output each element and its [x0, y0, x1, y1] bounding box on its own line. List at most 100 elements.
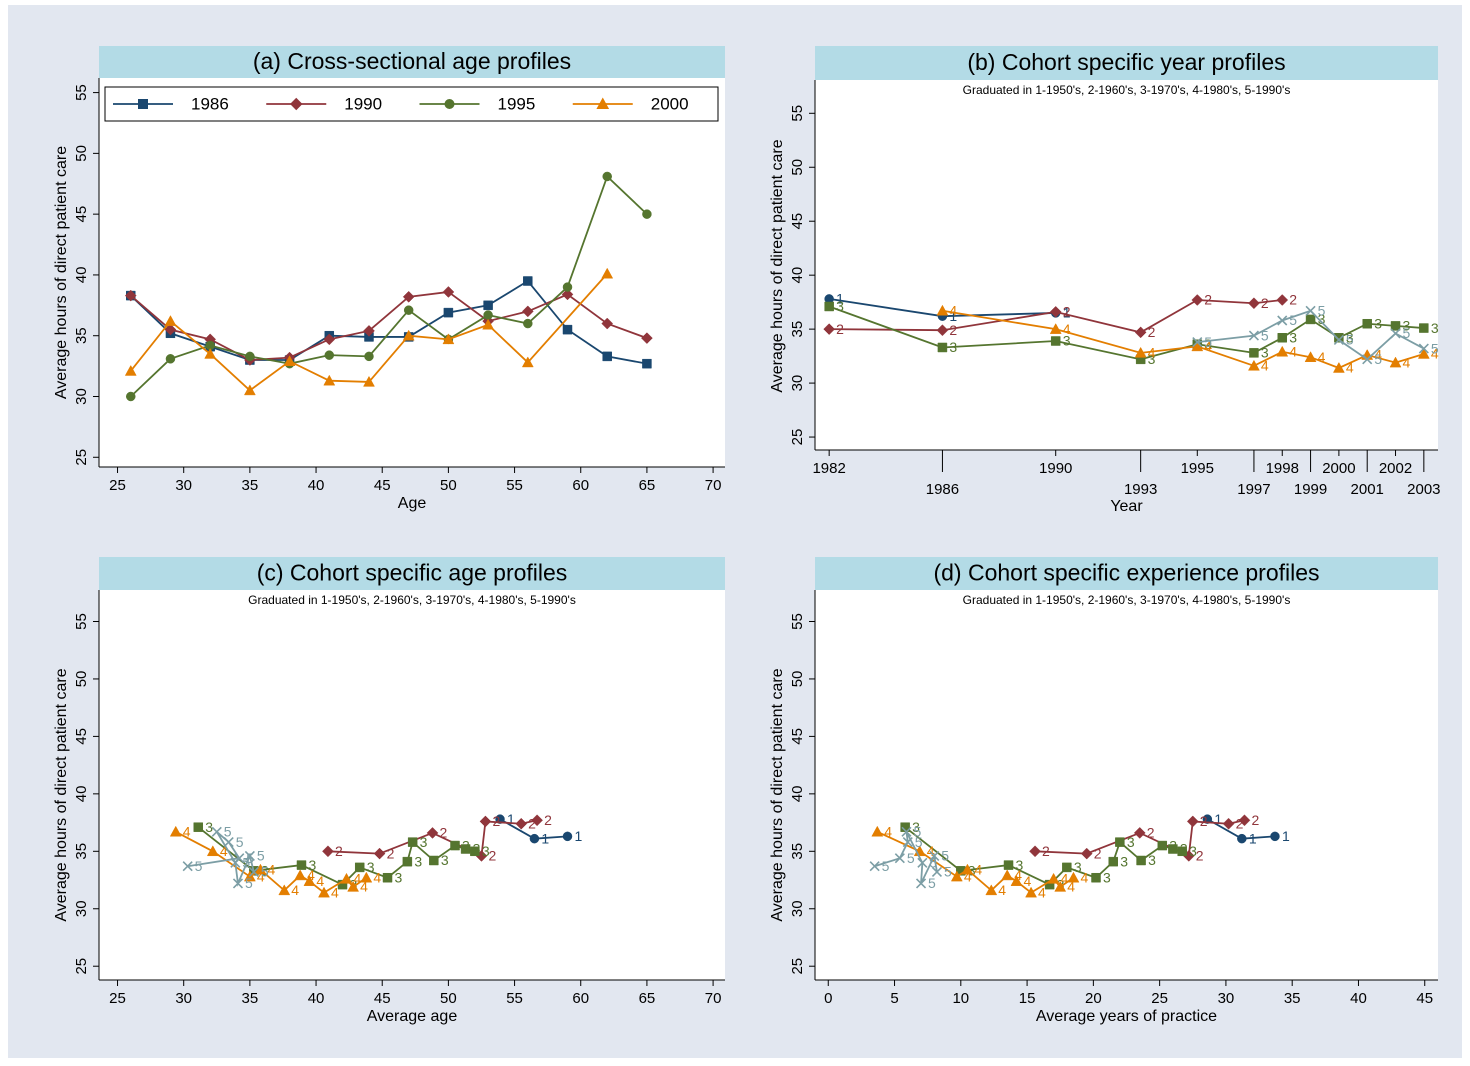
marker	[318, 886, 330, 898]
marker	[244, 850, 255, 861]
point-label: 4	[1318, 349, 1326, 365]
point-label: 4	[291, 882, 299, 898]
marker	[1133, 827, 1146, 839]
marker	[902, 837, 913, 848]
x-tick-label: 25	[109, 477, 126, 494]
x-tick-label: 30	[1218, 990, 1235, 1007]
panel-subtitle: Graduated in 1-1950's, 2-1960's, 3-1970'…	[963, 83, 1291, 97]
marker	[1332, 361, 1345, 373]
point-label: 5	[929, 854, 937, 870]
point-label: 3	[1346, 329, 1354, 345]
y-tick-label: 40	[789, 786, 806, 803]
x-tick-label: 55	[506, 477, 523, 494]
point-label: 3	[1148, 852, 1156, 868]
point-label: 3	[1148, 351, 1156, 367]
x-axis-title: Average age	[367, 1008, 458, 1025]
marker	[1389, 356, 1402, 368]
point-label: 4	[1403, 354, 1411, 370]
y-tick-label: 25	[789, 429, 806, 446]
marker	[1222, 817, 1235, 830]
point-label: 3	[367, 859, 375, 875]
marker	[470, 846, 480, 857]
marker	[901, 826, 912, 837]
point-label: 3	[420, 834, 428, 850]
marker	[1390, 321, 1401, 331]
legend-marker	[290, 97, 303, 111]
marker	[243, 384, 256, 396]
point-label: 4	[998, 882, 1006, 898]
marker	[1417, 347, 1430, 359]
point-label: 4	[1346, 360, 1354, 376]
y-tick-label: 30	[789, 900, 806, 917]
point-label: 4	[220, 843, 228, 859]
marker	[205, 340, 215, 351]
y-axis-title: Average hours of direct patient care	[769, 139, 786, 392]
marker	[1134, 346, 1147, 358]
point-label: 5	[882, 858, 890, 874]
marker	[1062, 862, 1072, 873]
marker	[1418, 343, 1429, 354]
marker	[248, 866, 259, 878]
point-label: 3	[1431, 320, 1439, 336]
legend-label: 1986	[191, 94, 229, 113]
marker	[641, 332, 653, 344]
point-label: 5	[907, 850, 915, 866]
x-axis-title: Age	[398, 495, 427, 512]
point-label: 3	[1074, 859, 1082, 875]
marker	[1362, 318, 1372, 329]
marker	[937, 342, 948, 353]
x-tick-label: 60	[572, 990, 589, 1007]
x-tick-label: 1982	[812, 460, 845, 477]
legend-label: 1995	[498, 94, 536, 113]
point-label: 3	[1374, 315, 1382, 331]
marker	[1067, 871, 1080, 883]
marker	[1080, 847, 1093, 860]
point-label: 5	[1289, 312, 1297, 328]
point-label: 5	[1403, 325, 1411, 341]
marker	[1134, 326, 1147, 339]
point-label: 4	[307, 867, 315, 883]
y-tick-label: 35	[789, 321, 806, 338]
point-label: 1	[836, 291, 844, 307]
point-label: 2	[440, 825, 448, 841]
marker	[402, 856, 413, 867]
marker	[211, 826, 222, 837]
marker	[1270, 831, 1280, 842]
marker	[460, 844, 471, 854]
x-tick-label: 50	[440, 477, 457, 494]
point-label: 4	[316, 873, 324, 889]
title-bar	[99, 557, 725, 590]
x-axis-title: Year	[1110, 498, 1143, 515]
marker	[278, 884, 291, 896]
panel-subtitle: Graduated in 1-1950's, 2-1960's, 3-1970'…	[248, 593, 576, 607]
marker	[363, 375, 375, 387]
point-label: 3	[1127, 834, 1135, 850]
marker	[1049, 323, 1062, 334]
marker	[521, 305, 534, 318]
marker	[165, 354, 176, 364]
point-label: 4	[1067, 879, 1075, 895]
marker	[515, 817, 528, 830]
marker	[1010, 875, 1023, 886]
point-label: 4	[1148, 345, 1156, 361]
y-axis-title: Average hours of direct patient care	[769, 668, 786, 921]
point-label: 4	[1061, 871, 1069, 887]
marker	[426, 827, 439, 839]
marker	[322, 845, 334, 858]
point-label: 3	[395, 869, 403, 885]
point-label: 3	[968, 863, 976, 879]
y-tick-label: 45	[73, 728, 90, 745]
x-tick-label: 30	[175, 477, 192, 494]
x-tick-label: 15	[1019, 990, 1036, 1007]
point-label: 5	[915, 834, 923, 850]
marker	[985, 884, 998, 896]
y-tick-label: 45	[789, 213, 806, 230]
marker	[1115, 837, 1125, 847]
series-line	[130, 174, 648, 398]
marker	[1248, 330, 1259, 341]
marker	[1305, 305, 1316, 316]
marker	[429, 855, 439, 866]
point-label: 2	[335, 843, 343, 859]
point-label: 3	[1403, 318, 1411, 334]
